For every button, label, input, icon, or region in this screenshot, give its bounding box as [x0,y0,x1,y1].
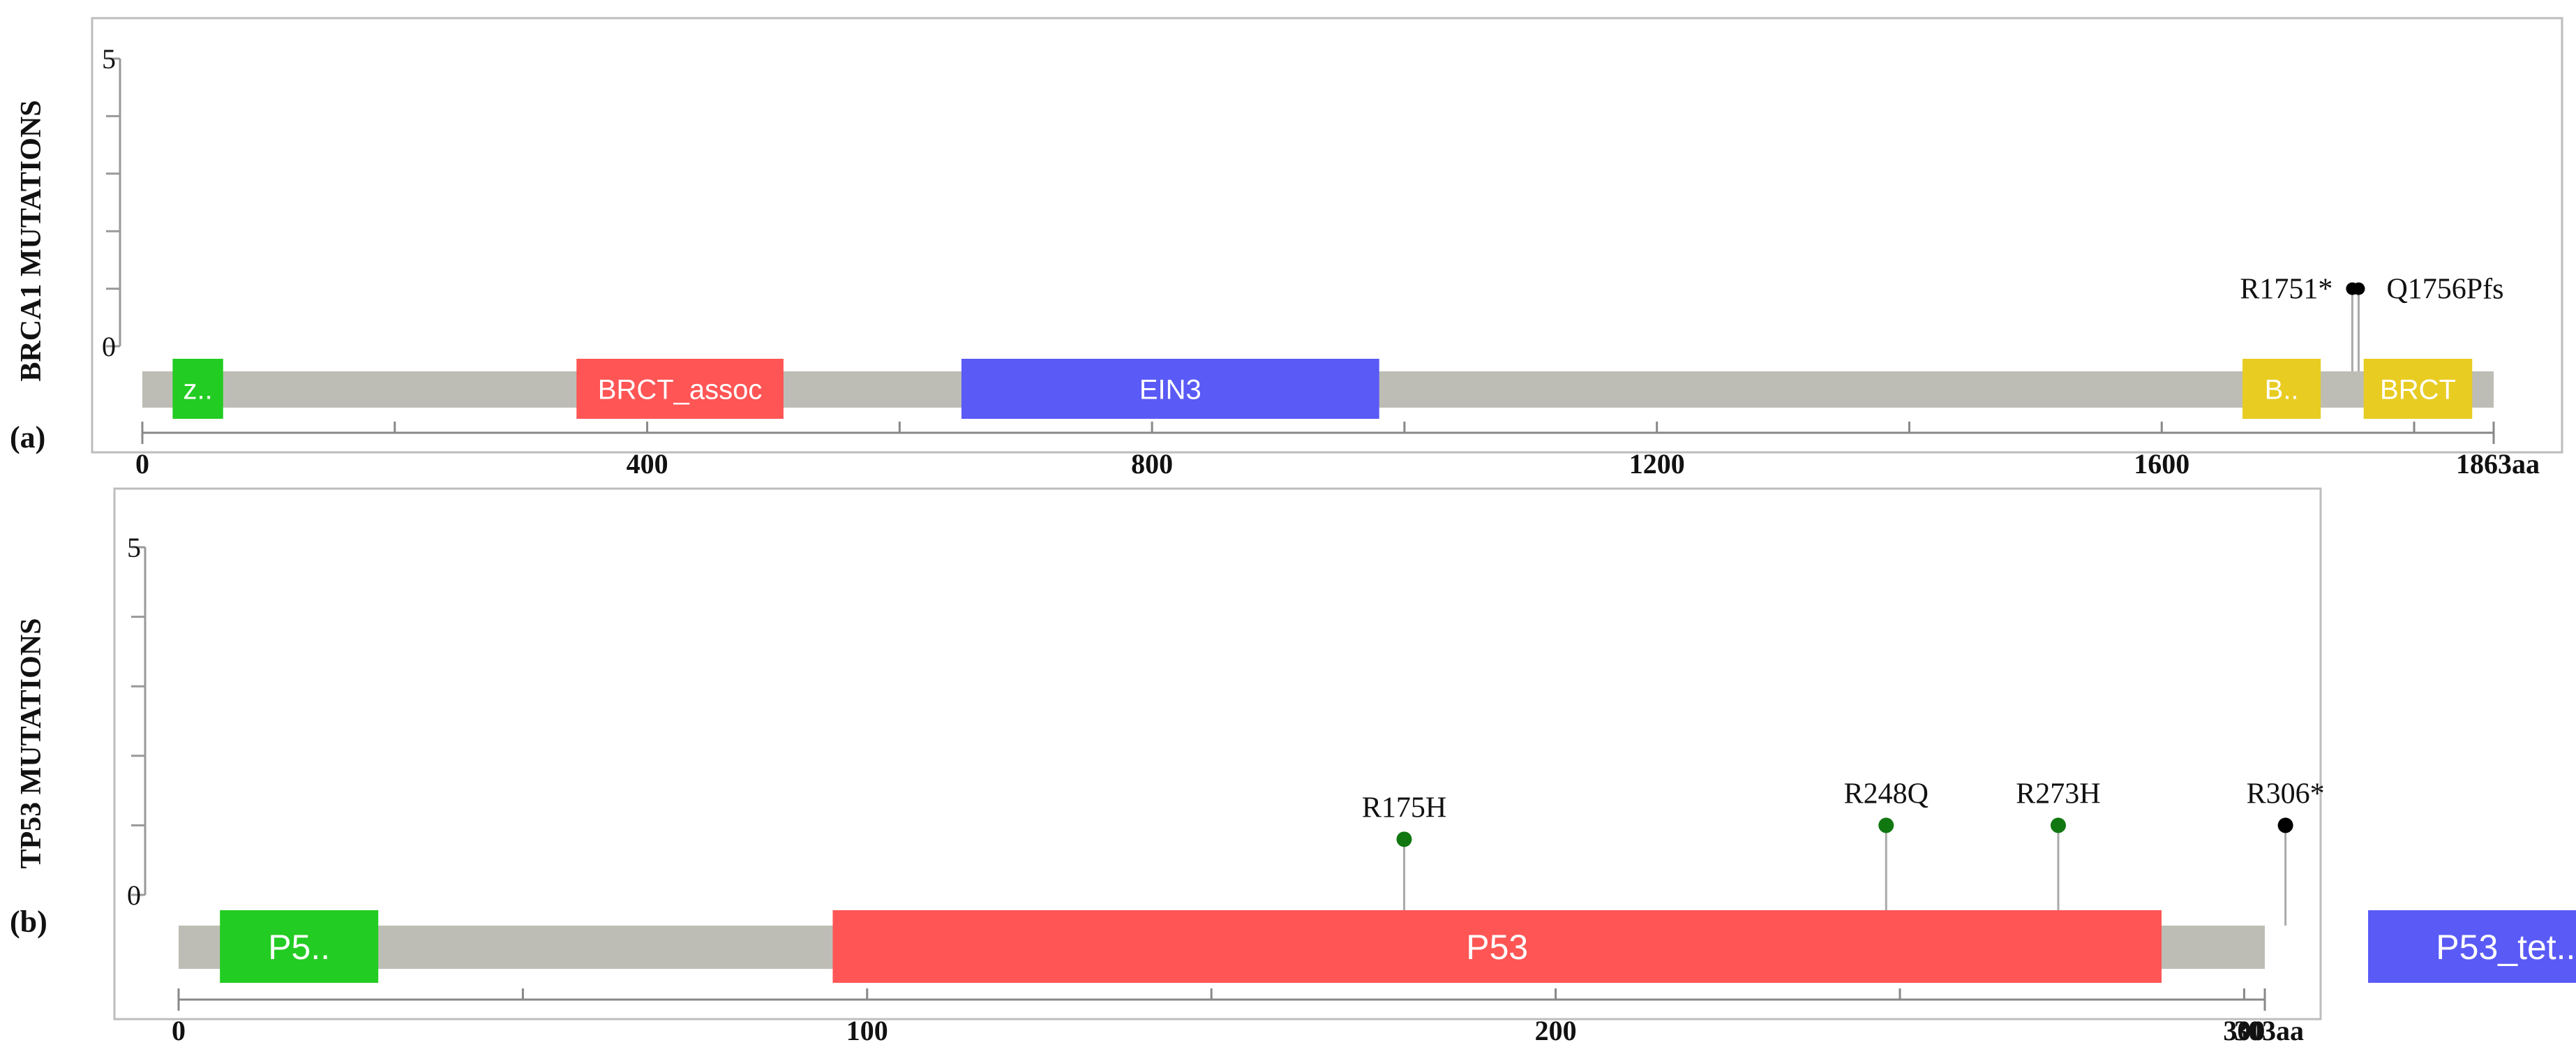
domain-box [2242,359,2321,419]
panel-label: (a) [10,420,45,454]
x-end-label: 303aa [2234,1015,2304,1046]
y-axis-label: TP53 MUTATIONS [15,618,47,869]
mutation-label: R1751* [2240,274,2332,306]
domain-label: P53 [1466,928,1528,967]
domains: P5.. P53 P53_tet.. [220,910,2576,983]
mutation-head [2277,817,2293,833]
domain-label: P53_tet.. [2436,928,2575,967]
domain-label: z.. [183,374,212,405]
mutation-label: R248Q [1844,778,1929,810]
y-axis: 05 [102,43,121,362]
x-end-label: 1863aa [2456,448,2540,480]
x-tick-label: 0 [135,448,149,480]
mutation-label: Q1756Pfs [2386,274,2503,306]
x-tick-label: 0 [172,1015,186,1046]
x-tick-label: 200 [1535,1015,1577,1046]
domain-label: P5.. [268,928,330,967]
mutation-head [1396,831,1412,847]
mutation-head [2050,817,2066,833]
panel-brca1: (a) BRCA1 MUTATIONS 05 R1751* Q1756Pfs z.… [10,17,2563,480]
x-tick-label: 100 [846,1015,888,1046]
panel-tp53: (b) TP53 MUTATIONS 05 R175H R248Q R273H R30… [10,487,2576,1046]
y-axis-label: BRCA1 MUTATIONS [15,100,47,381]
x-tick-label: 1600 [2134,448,2189,480]
panel-frame [91,17,2563,454]
mutation-label: R306* [2247,778,2325,810]
domain-box [2368,910,2576,983]
domain-label: BRCT [2380,374,2456,405]
y-tick-label: 0 [127,880,141,911]
mutation-label: R273H [2016,778,2100,810]
domain-box [220,910,379,983]
lollipops: R1751* Q1756Pfs [2240,274,2503,371]
panel-frame [113,487,2322,1021]
domain-box [576,359,784,419]
domain-box [2363,359,2473,419]
mutation-head [2352,282,2365,295]
mutation-head [1878,817,1894,833]
x-tick-label: 400 [627,448,668,480]
y-tick-label: 5 [102,43,116,75]
mutation-label: R175H [1362,792,1446,824]
x-axis: 0 400 800 1200 1600 1863aa [135,422,2540,480]
domain-box [832,910,2162,983]
y-axis: 05 [127,532,147,911]
domain-label: B.. [2265,374,2299,405]
x-tick-label: 800 [1131,448,1173,480]
domain-box [961,359,1379,419]
domains: z.. BRCT_assoc EIN3 B.. BRCT [172,359,2473,419]
y-tick-label: 5 [127,532,141,563]
domain-box [172,359,223,419]
x-tick-label: 1200 [1629,448,1685,480]
lollipops: R175H R248Q R273H R306* [1362,778,2325,926]
domain-label: EIN3 [1139,374,1201,405]
y-tick-label: 0 [102,331,116,362]
x-tick-label: 300 [2223,1015,2265,1046]
domain-label: BRCT_assoc [598,374,763,405]
panel-label: (b) [10,905,47,939]
